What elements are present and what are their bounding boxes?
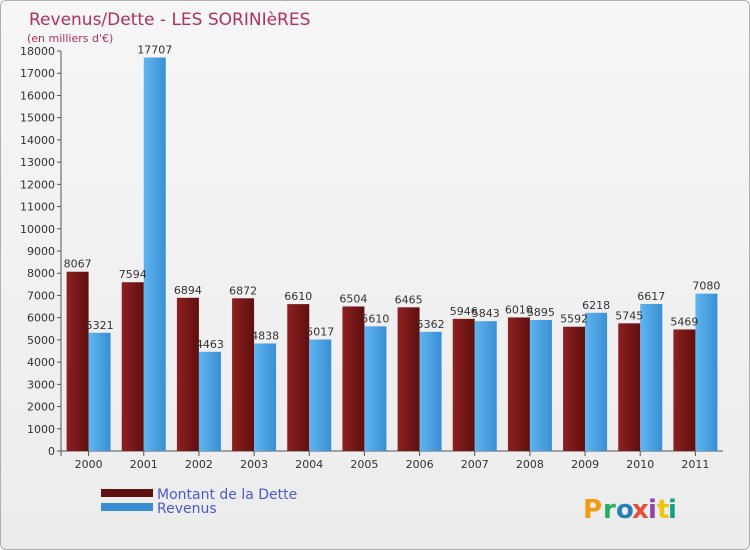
y-tick-label: 17000 bbox=[20, 67, 55, 80]
logo-letter: i bbox=[668, 495, 677, 525]
dette-label-2005: 6504 bbox=[339, 292, 367, 305]
revenus-bar-2000 bbox=[88, 332, 111, 451]
y-tick-label: 3000 bbox=[27, 378, 55, 391]
revenus-label-2007: 5843 bbox=[472, 307, 500, 320]
revenus-bar-2010 bbox=[640, 303, 663, 451]
x-tick-label: 2004 bbox=[295, 458, 323, 471]
revenus-label-2011: 7080 bbox=[692, 280, 720, 293]
x-tick-label: 2010 bbox=[626, 458, 654, 471]
revenus-bar-2008 bbox=[529, 320, 552, 451]
y-tick-label: 5000 bbox=[27, 334, 55, 347]
dette-label-2000: 8067 bbox=[64, 258, 92, 271]
y-tick-label: 4000 bbox=[27, 356, 55, 369]
x-tick-label: 2009 bbox=[571, 458, 599, 471]
x-tick-label: 2007 bbox=[461, 458, 489, 471]
logo-letter: r bbox=[603, 495, 616, 525]
revenus-label-2005: 5610 bbox=[361, 312, 389, 325]
legend-swatch-revenus bbox=[101, 503, 153, 511]
dette-label-2007: 5946 bbox=[450, 305, 478, 318]
revenus-label-2010: 6617 bbox=[637, 290, 665, 303]
revenus-label-2004: 5017 bbox=[306, 326, 334, 339]
dette-bar-2005 bbox=[342, 306, 365, 451]
y-tick-label: 14000 bbox=[20, 134, 55, 147]
legend-label-revenus: Revenus bbox=[157, 501, 217, 517]
legend-swatch-dette bbox=[101, 489, 153, 497]
bars bbox=[66, 57, 718, 452]
revenus-bar-2002 bbox=[198, 351, 221, 451]
x-tick-label: 2008 bbox=[516, 458, 544, 471]
chart-subtitle: (en milliers d'€) bbox=[27, 32, 113, 45]
revenus-bar-2001 bbox=[143, 57, 166, 452]
revenus-label-2001: 17707 bbox=[137, 44, 172, 57]
y-tick-label: 6000 bbox=[27, 312, 55, 325]
axes: 0 1000 2000 3000 4000 5000 6000 7000 8000 9000 100… bbox=[20, 45, 723, 471]
y-tick-label: 8000 bbox=[27, 267, 55, 280]
logo-letter: o bbox=[616, 495, 634, 525]
y-tick-label: 1000 bbox=[27, 423, 55, 436]
revenus-bar-2005 bbox=[364, 326, 387, 451]
dette-label-2004: 6610 bbox=[284, 290, 312, 303]
revenus-bar-2011 bbox=[695, 293, 718, 451]
y-tick-label: 2000 bbox=[27, 401, 55, 414]
revenus-label-2009: 6218 bbox=[582, 299, 610, 312]
dette-bar-2006 bbox=[397, 307, 420, 451]
revenus-bar-2007 bbox=[474, 321, 497, 451]
dette-label-2001: 7594 bbox=[119, 268, 147, 281]
data-labels: 8067 5321 7594 17707 6894 4463 6872 4838 6610 501… bbox=[64, 44, 721, 351]
dette-label-2011: 5469 bbox=[670, 315, 698, 328]
y-tick-label: 11000 bbox=[20, 201, 55, 214]
x-tick-label: 2001 bbox=[130, 458, 158, 471]
x-tick-label: 2006 bbox=[406, 458, 434, 471]
logo-letter: t bbox=[657, 495, 669, 525]
y-tick-label: 15000 bbox=[20, 112, 55, 125]
revenus-bar-2009 bbox=[585, 312, 608, 451]
dette-label-2002: 6894 bbox=[174, 284, 202, 297]
x-tick-label: 2002 bbox=[185, 458, 213, 471]
dette-label-2010: 5745 bbox=[615, 309, 643, 322]
y-tick-label: 18000 bbox=[20, 45, 55, 58]
logo-letter: i bbox=[648, 495, 657, 525]
dette-label-2003: 6872 bbox=[229, 284, 257, 297]
dette-bar-2010 bbox=[618, 323, 641, 451]
dette-bar-2003 bbox=[232, 298, 255, 451]
dette-bar-2004 bbox=[287, 304, 310, 451]
revenus-bar-2004 bbox=[309, 339, 332, 451]
legend-label-dette: Montant de la Dette bbox=[157, 487, 297, 503]
dette-bar-2000 bbox=[66, 271, 89, 451]
y-tick-label: 9000 bbox=[27, 245, 55, 258]
chart-title: Revenus/Dette - LES SORINIèRES bbox=[29, 10, 310, 30]
y-tick-label: 0 bbox=[48, 445, 55, 458]
dette-bar-2007 bbox=[452, 318, 475, 451]
y-tick-label: 10000 bbox=[20, 223, 55, 236]
y-tick-label: 16000 bbox=[20, 89, 55, 102]
revenus-label-2003: 4838 bbox=[251, 329, 279, 342]
y-tick-label: 13000 bbox=[20, 156, 55, 169]
x-tick-label: 2003 bbox=[240, 458, 268, 471]
y-tick-label: 7000 bbox=[27, 289, 55, 302]
dette-label-2006: 6465 bbox=[395, 293, 423, 306]
x-tick-label: 2011 bbox=[681, 458, 709, 471]
dette-bar-2011 bbox=[673, 329, 696, 451]
revenus-label-2008: 5895 bbox=[527, 306, 555, 319]
dette-bar-2001 bbox=[121, 282, 144, 451]
dette-bar-2009 bbox=[563, 326, 586, 451]
revenus-label-2006: 5362 bbox=[417, 318, 445, 331]
dette-label-2009: 5592 bbox=[560, 313, 588, 326]
dette-bar-2002 bbox=[176, 297, 199, 451]
x-tick-label: 2005 bbox=[350, 458, 378, 471]
dette-bar-2008 bbox=[507, 317, 530, 451]
logo-letter: x bbox=[632, 495, 649, 525]
x-tick-label: 2000 bbox=[75, 458, 103, 471]
revenus-label-2002: 4463 bbox=[196, 338, 224, 351]
logo-letter: P bbox=[583, 495, 602, 525]
dette-label-2008: 6010 bbox=[505, 303, 533, 316]
y-tick-label: 12000 bbox=[20, 178, 55, 191]
revenus-bar-2006 bbox=[419, 331, 442, 451]
revenus-bar-2003 bbox=[254, 343, 277, 451]
revenus-label-2000: 5321 bbox=[86, 319, 114, 332]
